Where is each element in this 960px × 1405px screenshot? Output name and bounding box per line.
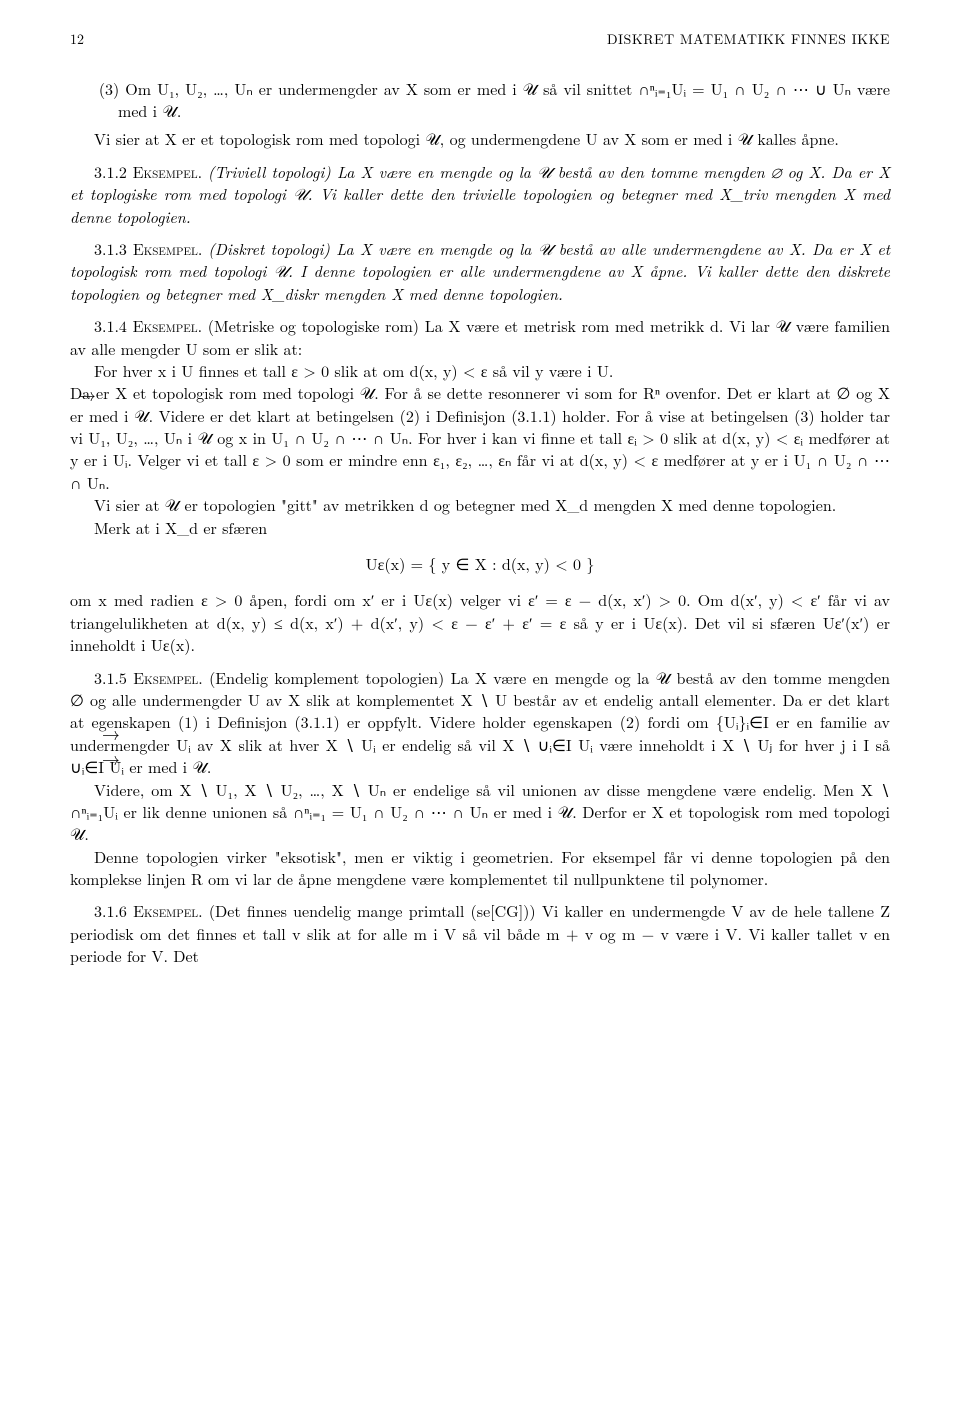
- display-equation: Uε(x) = { y ∈ X : d(x, y) < 0 }: [70, 553, 890, 575]
- paragraph: Videre, om X ∖ U₁, X ∖ U₂, …, X ∖ Uₙ er …: [70, 779, 890, 846]
- example-3-1-4-intro: 3.1.4 Eksempel. (Metriske og topologiske…: [70, 315, 890, 360]
- paragraph-text: Da er X et topologisk rom med topologi 𝒰…: [70, 381, 890, 494]
- example-label: 3.1.2 Eksempel.: [94, 160, 202, 183]
- margin-arrow-icon: →: [78, 382, 96, 407]
- page-number: 12: [70, 30, 84, 50]
- running-head: DISKRET MATEMATIKK FINNES IKKE: [607, 30, 890, 50]
- example-label: 3.1.5 Eksempel.: [94, 666, 203, 689]
- paragraph-with-margin-arrow: → Da er X et topologisk rom med topologi…: [70, 382, 890, 494]
- example-label: 3.1.6 Eksempel.: [94, 899, 203, 922]
- example-3-1-2: 3.1.2 Eksempel. (Triviell topologi) La X…: [70, 161, 890, 228]
- paragraph: Vi sier at X er et topologisk rom med to…: [70, 128, 890, 150]
- margin-arrow-icon: →: [78, 746, 120, 771]
- list-item-3: (3) Om U₁, U₂, …, Uₙ er undermengder av …: [70, 78, 890, 123]
- example-3-1-6: 3.1.6 Eksempel. (Det finnes uendelig man…: [70, 900, 890, 967]
- margin-arrow-icon: →: [78, 721, 120, 746]
- example-3-1-5: → → 3.1.5 Eksempel. (Endelig komplement …: [70, 667, 890, 779]
- paragraph: Denne topologien virker "eksotisk", men …: [70, 846, 890, 891]
- example-label: 3.1.3 Eksempel.: [94, 237, 202, 260]
- paragraph: om x med radien ε > 0 åpen, fordi om x′ …: [70, 589, 890, 656]
- paragraph: Merk at i X_d er sfæren: [70, 517, 890, 539]
- paragraph: For hver x i U finnes et tall ε > 0 slik…: [70, 360, 890, 382]
- example-3-1-3: 3.1.3 Eksempel. (Diskret topologi) La X …: [70, 238, 890, 305]
- example-label: 3.1.4 Eksempel.: [94, 314, 202, 337]
- paragraph: Vi sier at 𝒰 er topologien "gitt" av met…: [70, 494, 890, 516]
